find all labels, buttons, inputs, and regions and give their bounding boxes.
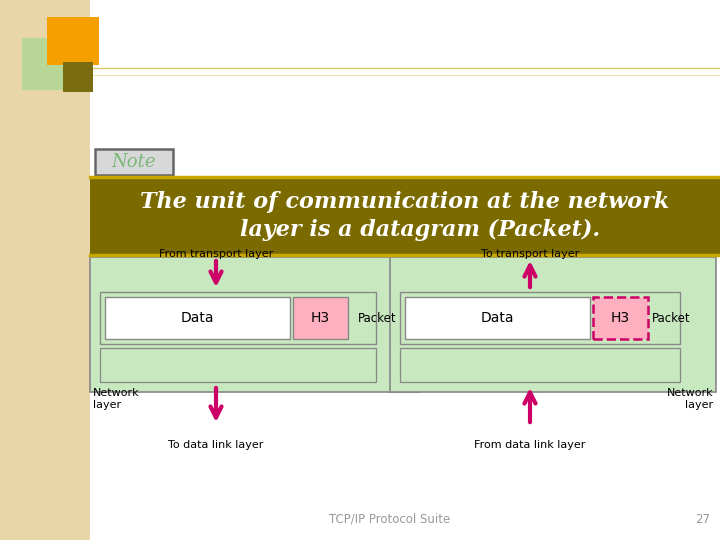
Text: Data: Data (481, 311, 514, 325)
Bar (63, 62, 93, 92)
Text: Data: Data (181, 311, 215, 325)
Text: Packet: Packet (358, 312, 397, 325)
Text: To data link layer: To data link layer (168, 440, 264, 450)
Text: Network
layer: Network layer (93, 388, 140, 410)
Bar (100, 348, 376, 382)
Bar (47, 17, 99, 65)
Bar (400, 348, 680, 382)
Bar (90, 0, 720, 540)
Text: To transport layer: To transport layer (481, 249, 579, 259)
Text: H3: H3 (611, 311, 630, 325)
Text: The unit of communication at the network
    layer is a datagram (Packet).: The unit of communication at the network… (140, 191, 670, 241)
Bar (400, 292, 680, 344)
Bar (100, 292, 376, 344)
Text: From transport layer: From transport layer (159, 249, 273, 259)
Text: TCP/IP Protocol Suite: TCP/IP Protocol Suite (329, 513, 451, 526)
Text: Network
layer: Network layer (667, 388, 713, 410)
Text: From data link layer: From data link layer (474, 440, 585, 450)
Text: Packet: Packet (652, 312, 690, 325)
Bar (390, 257, 716, 392)
Bar (293, 297, 348, 339)
Bar (95, 149, 173, 175)
Text: H3: H3 (311, 311, 330, 325)
Bar (90, 177, 720, 255)
Bar (90, 257, 420, 392)
Bar (405, 297, 590, 339)
Text: 27: 27 (695, 513, 710, 526)
Text: Note: Note (112, 153, 156, 171)
Bar (22, 38, 77, 90)
Bar (593, 297, 648, 339)
Bar (105, 297, 290, 339)
